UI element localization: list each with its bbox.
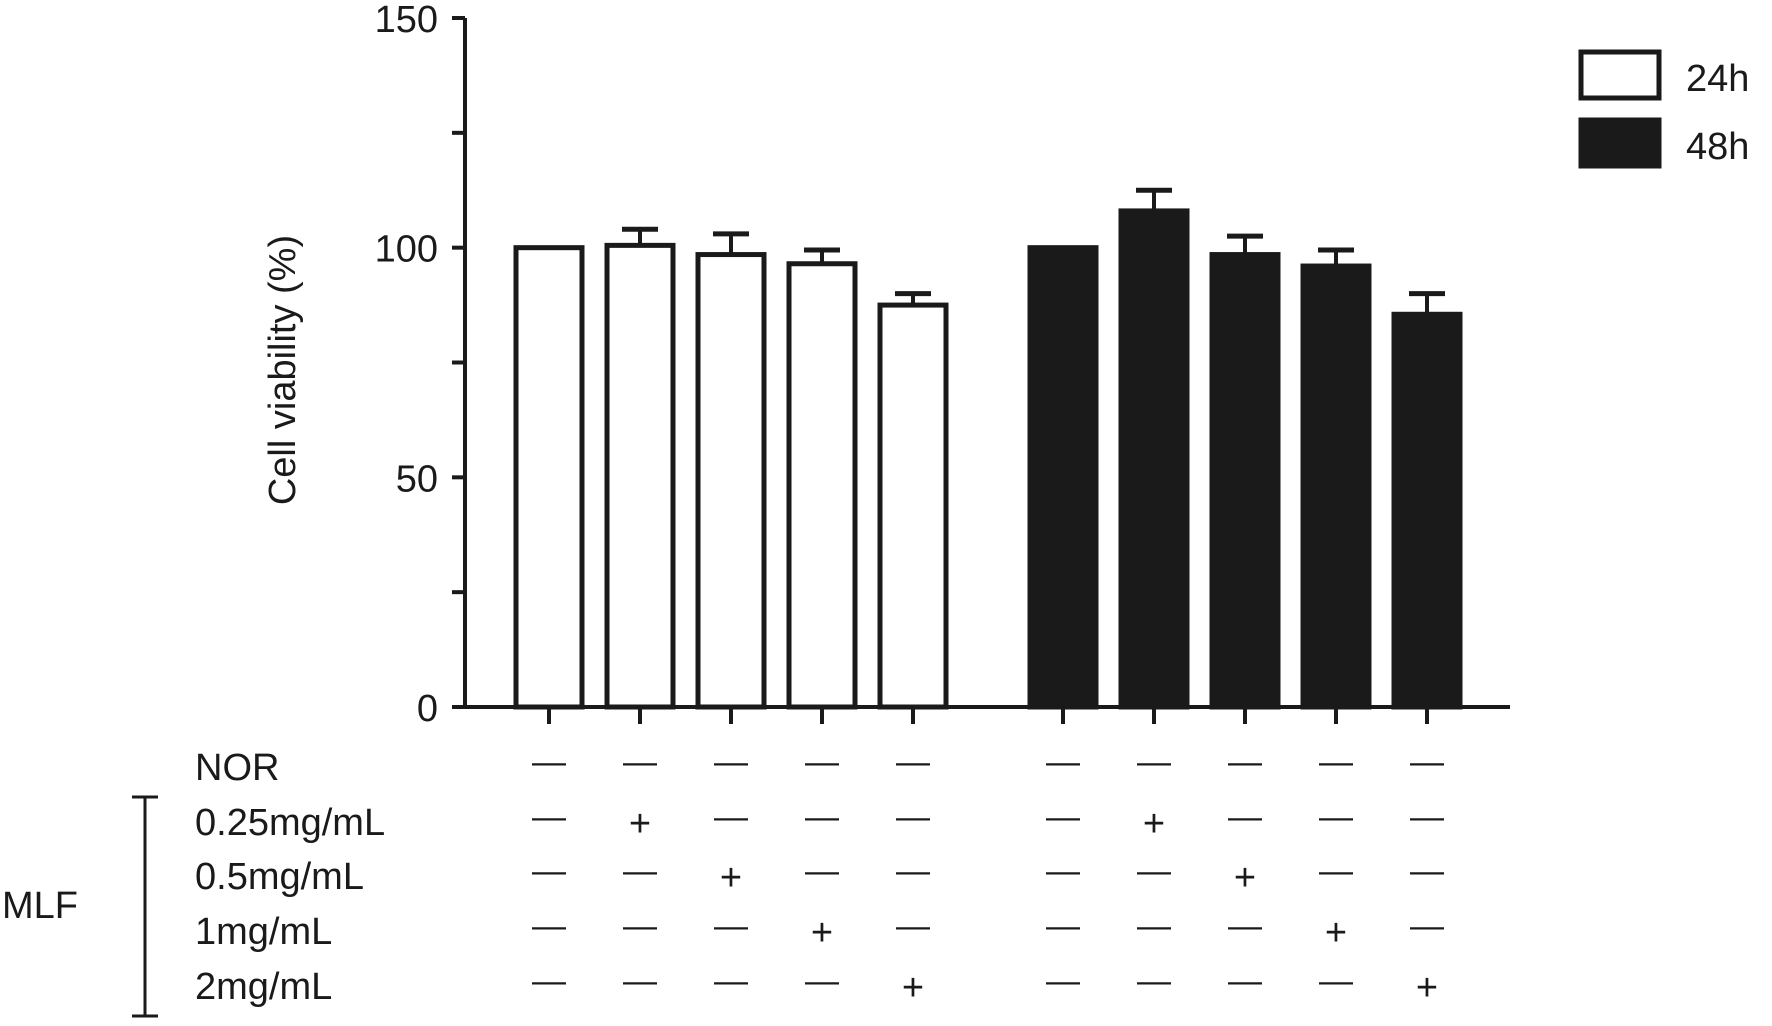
condition-dash: — — [1137, 852, 1171, 890]
condition-dash: — — [532, 743, 566, 781]
condition-plus: + — [811, 912, 833, 954]
condition-dash: — — [1046, 852, 1080, 890]
condition-dash: — — [532, 907, 566, 945]
condition-dash: — — [1046, 743, 1080, 781]
condition-dash: — — [1319, 852, 1353, 890]
condition-dash: — — [623, 962, 657, 1000]
condition-dash: — — [714, 907, 748, 945]
bar-24h-3 — [695, 252, 767, 710]
condition-plus: + — [902, 967, 924, 1009]
condition-dash: — — [1410, 907, 1444, 945]
condition-dash: — — [1410, 852, 1444, 890]
bar-24h-4 — [786, 261, 858, 710]
condition-dash: — — [1228, 743, 1262, 781]
y-axis-label: Cell viability (%) — [262, 235, 304, 505]
condition-dash: — — [1228, 907, 1262, 945]
condition-dash: — — [623, 907, 657, 945]
bar-48h-3 — [1209, 252, 1281, 710]
condition-dash: — — [1228, 798, 1262, 836]
condition-dash: — — [714, 743, 748, 781]
legend-swatch-24h — [1578, 49, 1662, 101]
condition-dash: — — [805, 962, 839, 1000]
condition-dash: — — [896, 852, 930, 890]
condition-dash: — — [1319, 798, 1353, 836]
bar-48h-5 — [1391, 311, 1463, 710]
mlf-group: MLF — [2, 795, 158, 1018]
condition-plus: + — [1325, 912, 1347, 954]
condition-dash: — — [896, 743, 930, 781]
condition-dash: — — [1046, 798, 1080, 836]
condition-dash: — — [1137, 743, 1171, 781]
condition-row-label: 0.5mg/mL — [195, 856, 364, 898]
condition-dash: — — [805, 743, 839, 781]
condition-plus: + — [1143, 803, 1165, 845]
condition-dash: — — [1410, 798, 1444, 836]
y-tick-label: 0 — [417, 688, 438, 730]
y-tick-label: 150 — [375, 0, 438, 41]
condition-dash: — — [805, 798, 839, 836]
condition-dash: — — [1319, 743, 1353, 781]
bar-48h-2 — [1118, 208, 1190, 710]
condition-plus: + — [629, 803, 651, 845]
condition-dash: — — [1319, 962, 1353, 1000]
condition-dash: — — [623, 852, 657, 890]
condition-row-label: 2mg/mL — [195, 966, 332, 1008]
mlf-label: MLF — [2, 885, 78, 927]
condition-dash: — — [896, 798, 930, 836]
x-ticks — [547, 707, 1429, 724]
bars — [513, 187, 1463, 710]
condition-row-label: NOR — [195, 747, 279, 789]
bar-24h-5 — [877, 302, 949, 710]
condition-plus: + — [720, 857, 742, 899]
condition-dash: — — [896, 907, 930, 945]
condition-plus: + — [1234, 857, 1256, 899]
condition-dash: — — [532, 798, 566, 836]
condition-dash: — — [1046, 962, 1080, 1000]
condition-row-label: 0.25mg/mL — [195, 802, 385, 844]
condition-dash: — — [532, 962, 566, 1000]
legend-swatch-48h — [1578, 117, 1662, 169]
y-tick-label: 50 — [396, 458, 438, 500]
condition-dash: — — [714, 962, 748, 1000]
condition-dash: — — [532, 852, 566, 890]
bar-24h-1 — [513, 245, 585, 710]
legend-label-48h: 48h — [1686, 126, 1749, 168]
y-ticks: 0 50 100 150 — [375, 0, 465, 730]
condition-dash: — — [805, 852, 839, 890]
y-tick-label: 100 — [375, 229, 438, 271]
condition-dash: — — [1137, 907, 1171, 945]
bar-48h-4 — [1300, 263, 1372, 710]
condition-plus: + — [1416, 967, 1438, 1009]
legend-label-24h: 24h — [1686, 58, 1749, 100]
legend: 24h 48h — [1578, 49, 1749, 169]
condition-dash: — — [1137, 962, 1171, 1000]
condition-dash: — — [1046, 907, 1080, 945]
condition-table: NOR — — — — — — — — — — 0.25mg/mL — + — — — — + — — — 0.5mg/mL… — [195, 743, 1444, 1009]
condition-dash: — — [1228, 962, 1262, 1000]
condition-dash: — — [1410, 743, 1444, 781]
condition-dash: — — [714, 798, 748, 836]
bar-48h-1 — [1027, 245, 1099, 710]
bar-24h-2 — [604, 242, 676, 710]
condition-dash: — — [623, 743, 657, 781]
condition-row-label: 1mg/mL — [195, 911, 332, 953]
